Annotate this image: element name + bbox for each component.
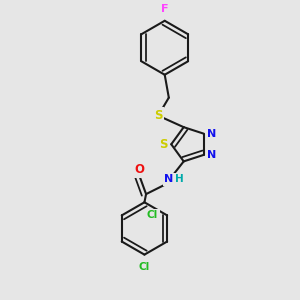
Text: N: N xyxy=(164,174,174,184)
Text: Cl: Cl xyxy=(139,262,150,272)
Text: N: N xyxy=(207,129,217,139)
Text: N: N xyxy=(207,150,217,160)
Text: O: O xyxy=(134,163,145,176)
Text: H: H xyxy=(175,174,184,184)
Text: Cl: Cl xyxy=(147,210,158,220)
Text: S: S xyxy=(154,109,162,122)
Text: S: S xyxy=(159,138,167,151)
Text: F: F xyxy=(161,4,169,14)
